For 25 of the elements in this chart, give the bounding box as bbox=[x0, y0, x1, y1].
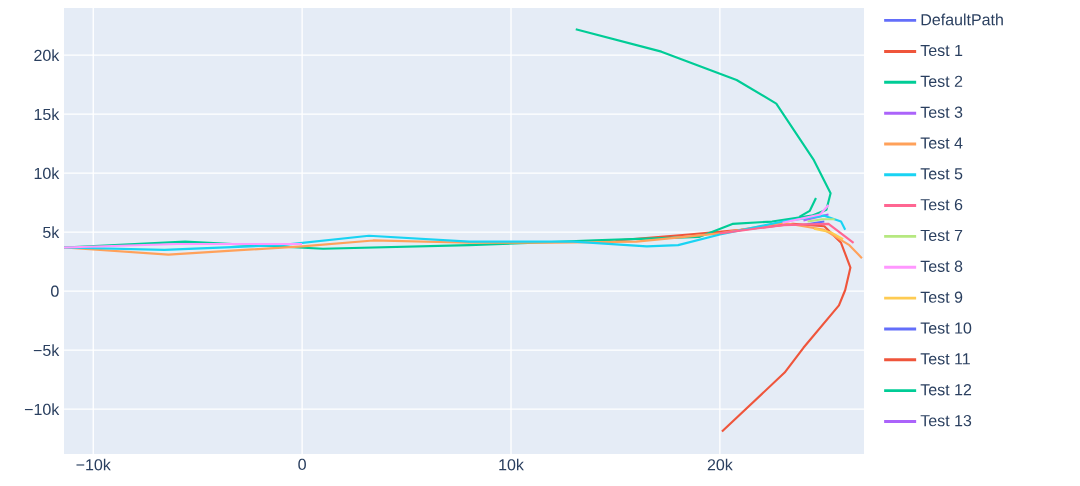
y-tick-label: −10k bbox=[24, 403, 60, 416]
y-tick-label: 0 bbox=[51, 285, 59, 297]
legend-label: Test 5 bbox=[920, 168, 963, 180]
y-tick-label: 15k bbox=[34, 108, 60, 121]
y-tick-label: −5k bbox=[33, 344, 60, 357]
legend-label: Test 2 bbox=[920, 75, 963, 87]
legend-label: Test 4 bbox=[920, 137, 963, 149]
legend-label: DefaultPath bbox=[921, 13, 1003, 26]
x-tick-label: 10k bbox=[499, 458, 524, 471]
legend-label: Test 1 bbox=[920, 44, 963, 57]
x-tick-label: −10k bbox=[76, 458, 111, 471]
legend-label: Test 11 bbox=[920, 353, 970, 365]
legend-label: Test 6 bbox=[920, 198, 963, 211]
legend-label: Test 13 bbox=[920, 414, 972, 427]
y-tick-label: 20k bbox=[34, 49, 60, 62]
legend-label: Test 9 bbox=[920, 291, 963, 303]
legend-label: Test 8 bbox=[920, 260, 963, 272]
y-tick-label: 5k bbox=[43, 226, 60, 239]
legend-label: Test 12 bbox=[920, 384, 972, 396]
y-tick-label: 10k bbox=[34, 167, 60, 180]
legend-label: Test 3 bbox=[920, 106, 963, 118]
x-tick-label: 0 bbox=[298, 458, 306, 471]
legend-label: Test 10 bbox=[920, 322, 972, 334]
legend-label: Test 7 bbox=[920, 229, 963, 242]
x-tick-label: 20k bbox=[707, 458, 733, 471]
